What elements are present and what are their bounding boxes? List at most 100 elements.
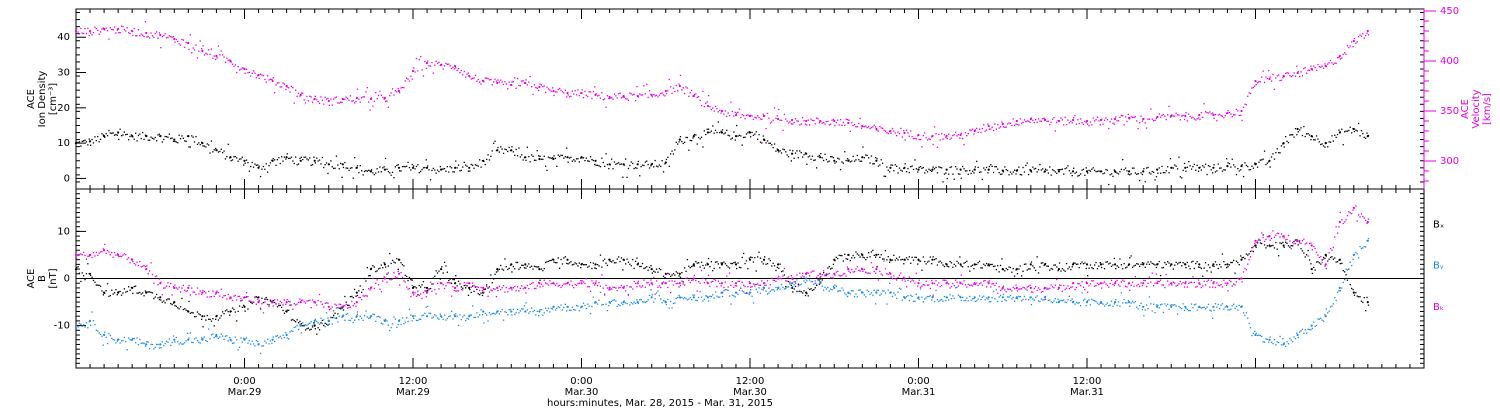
- bx-point: [1022, 270, 1024, 272]
- bx-point: [1009, 266, 1012, 269]
- bx-point: [243, 304, 245, 306]
- density-point: [1336, 133, 1339, 136]
- by-point: [1157, 304, 1159, 306]
- by-point: [1269, 336, 1271, 338]
- velocity-point: [1147, 118, 1149, 120]
- velocity-value-point: [917, 133, 920, 137]
- velocity-point: [177, 40, 179, 43]
- density-point: [245, 159, 248, 161]
- bx-point: [643, 267, 645, 270]
- by-point: [90, 324, 92, 326]
- density-point: [1168, 172, 1170, 174]
- bz-point: [92, 252, 95, 254]
- bx-value-point: [1240, 258, 1243, 261]
- bx-point: [1050, 267, 1052, 270]
- density-value-point: [734, 135, 738, 138]
- density-point: [658, 164, 660, 166]
- bz-point: [532, 281, 534, 284]
- velocity-point: [776, 115, 778, 117]
- by-point: [592, 296, 594, 298]
- velocity-point: [1322, 67, 1325, 69]
- velocity-point: [167, 36, 169, 38]
- bz-point: [535, 287, 537, 290]
- bx-point: [361, 291, 363, 293]
- by-point: [737, 293, 739, 295]
- bx-point: [1306, 254, 1308, 256]
- bz-point: [275, 303, 277, 305]
- bx-point: [1058, 262, 1061, 264]
- by-point: [199, 342, 201, 344]
- velocity-point: [966, 135, 968, 137]
- bx-point: [622, 269, 624, 271]
- by-point: [1335, 299, 1337, 302]
- by-point: [310, 321, 312, 323]
- by-point: [1087, 300, 1089, 302]
- bx-point: [754, 257, 756, 259]
- by-point: [421, 315, 423, 317]
- by-point: [514, 313, 516, 316]
- by-point: [397, 323, 399, 326]
- velocity-point: [363, 96, 366, 98]
- velocity-point: [1098, 120, 1100, 122]
- bx-point: [418, 284, 420, 287]
- bz-point: [411, 284, 413, 287]
- by-point: [677, 296, 679, 299]
- by-point: [1051, 302, 1054, 304]
- velocity-value-point: [552, 89, 555, 93]
- velocity-point: [700, 104, 703, 107]
- bx-point: [877, 253, 880, 256]
- bx-point: [671, 274, 673, 276]
- by-value-point: [1015, 296, 1018, 299]
- velocity-point: [87, 27, 89, 29]
- density-point: [776, 148, 778, 150]
- density-point: [1190, 168, 1193, 170]
- bz-point: [289, 301, 291, 303]
- velocity-point: [181, 38, 183, 41]
- by-point: [672, 302, 675, 305]
- density-point: [828, 160, 830, 162]
- bz-point: [279, 300, 281, 303]
- density-point: [1140, 172, 1142, 174]
- by-point: [354, 319, 356, 321]
- density-point: [672, 153, 675, 155]
- bx-point: [272, 299, 274, 302]
- bx-point: [1352, 288, 1354, 291]
- by-point: [830, 288, 832, 290]
- bx-value-point: [552, 258, 555, 261]
- bx-point: [404, 274, 406, 276]
- density-point: [538, 155, 540, 157]
- velocity-point: [724, 110, 726, 112]
- density-point: [743, 136, 745, 139]
- density-point: [977, 166, 979, 168]
- bx-point: [637, 262, 639, 264]
- bx-point: [976, 263, 978, 266]
- bx-point: [780, 271, 783, 273]
- density-point: [98, 141, 100, 143]
- by-point: [528, 312, 530, 314]
- by-point: [1244, 314, 1246, 316]
- by-point: [668, 307, 670, 309]
- by-point: [1190, 303, 1193, 305]
- bx-value-point: [608, 258, 611, 261]
- bx-point: [102, 294, 104, 296]
- velocity-point: [1255, 84, 1257, 86]
- bx-point: [898, 256, 901, 258]
- bx-point: [1275, 241, 1277, 244]
- density-value-point: [875, 159, 878, 162]
- velocity-point: [1115, 116, 1117, 118]
- density-point: [932, 166, 934, 168]
- bx-point: [295, 321, 297, 323]
- by-point: [634, 302, 637, 305]
- velocity-point: [557, 88, 559, 91]
- bx-point: [209, 318, 211, 320]
- velocity-point: [554, 91, 557, 93]
- by-point: [1015, 297, 1017, 300]
- by-point: [703, 298, 705, 300]
- velocity-point: [928, 138, 930, 140]
- density-point: [163, 138, 165, 141]
- density-point: [1122, 159, 1124, 161]
- bx-point: [790, 284, 792, 287]
- by-value-point: [1001, 296, 1004, 299]
- by-point: [1008, 296, 1010, 298]
- by-point: [796, 279, 798, 281]
